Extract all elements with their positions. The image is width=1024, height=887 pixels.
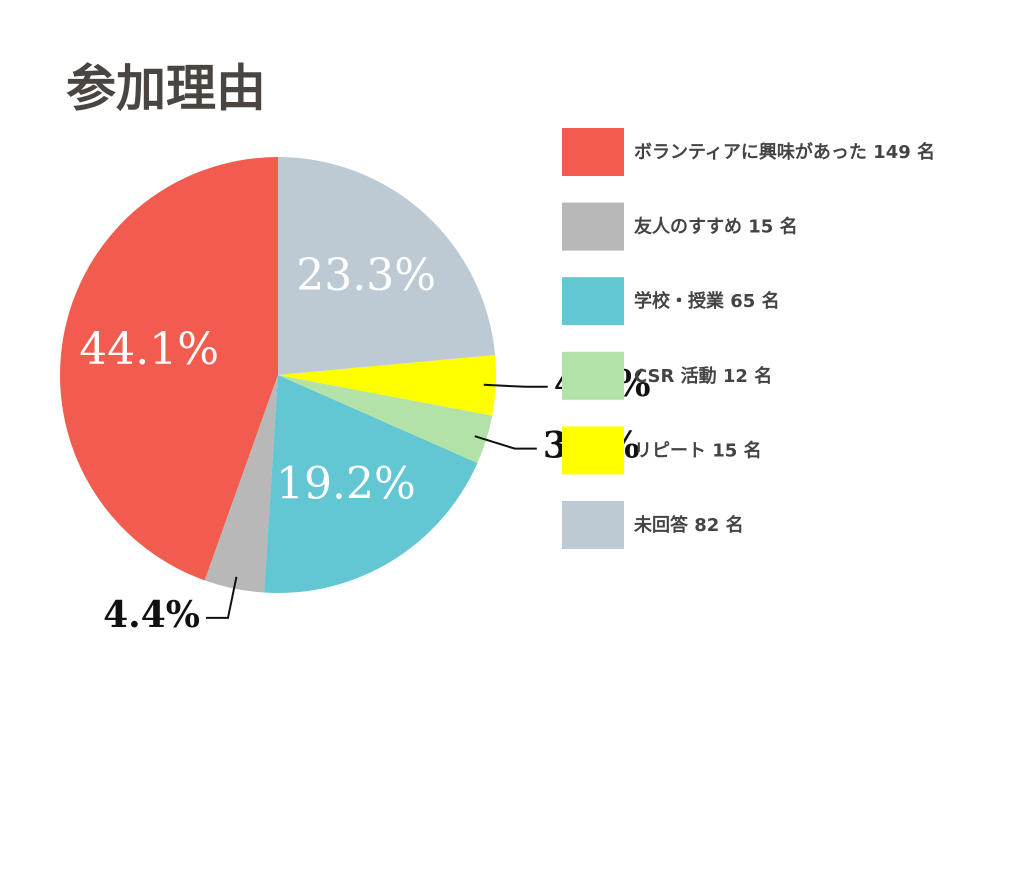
leader-line bbox=[483, 383, 548, 388]
legend-label: 友人のすすめ 15 名 bbox=[634, 216, 798, 238]
legend-label: リピート 15 名 bbox=[634, 439, 762, 461]
slice-label: 44.1% bbox=[79, 324, 219, 375]
legend-swatch bbox=[562, 128, 624, 176]
leader-line bbox=[205, 576, 238, 619]
legend-swatch bbox=[562, 277, 624, 326]
leader-line bbox=[474, 435, 537, 450]
pie-slice bbox=[264, 375, 478, 593]
legend-swatch bbox=[562, 351, 624, 400]
slice-label: 23.3% bbox=[296, 250, 436, 301]
pie-slice bbox=[278, 157, 496, 375]
pie-slice bbox=[278, 375, 493, 464]
legend-label: CSR 活動 12 名 bbox=[634, 365, 772, 387]
legend-swatch bbox=[562, 202, 624, 251]
pie-slice bbox=[278, 354, 496, 416]
legend-swatch bbox=[562, 426, 624, 475]
legend-label: 学校・授業 65 名 bbox=[634, 290, 780, 312]
legend-swatch bbox=[562, 501, 624, 549]
pie-slice bbox=[204, 375, 278, 593]
legend-label: ボランティアに興味があった 149 名 bbox=[634, 141, 935, 163]
slice-label: 19.2% bbox=[276, 458, 416, 509]
chart-title: 参加理由 bbox=[66, 60, 266, 118]
slice-label: 4.4% bbox=[103, 594, 200, 636]
pie-slice bbox=[59, 157, 279, 581]
legend-label: 未回答 82 名 bbox=[634, 514, 744, 536]
